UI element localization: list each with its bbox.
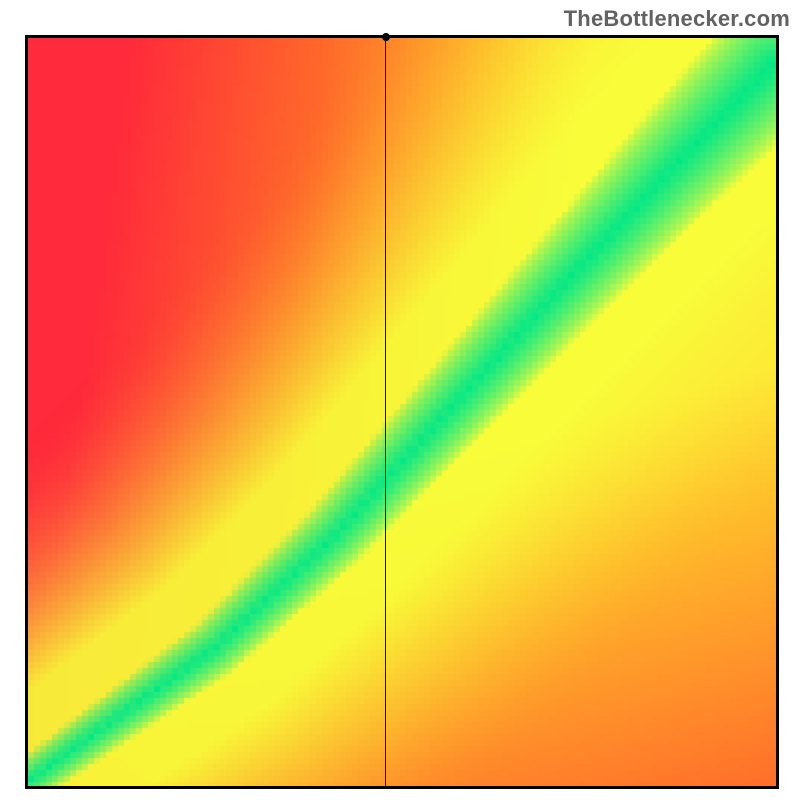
- attribution-text: TheBottlenecker.com: [564, 6, 790, 32]
- marker-dot: [382, 33, 390, 41]
- heatmap-canvas: [28, 38, 776, 786]
- marker-vertical-line: [385, 38, 386, 786]
- plot-frame: [25, 35, 779, 789]
- chart-container: TheBottlenecker.com: [0, 0, 800, 800]
